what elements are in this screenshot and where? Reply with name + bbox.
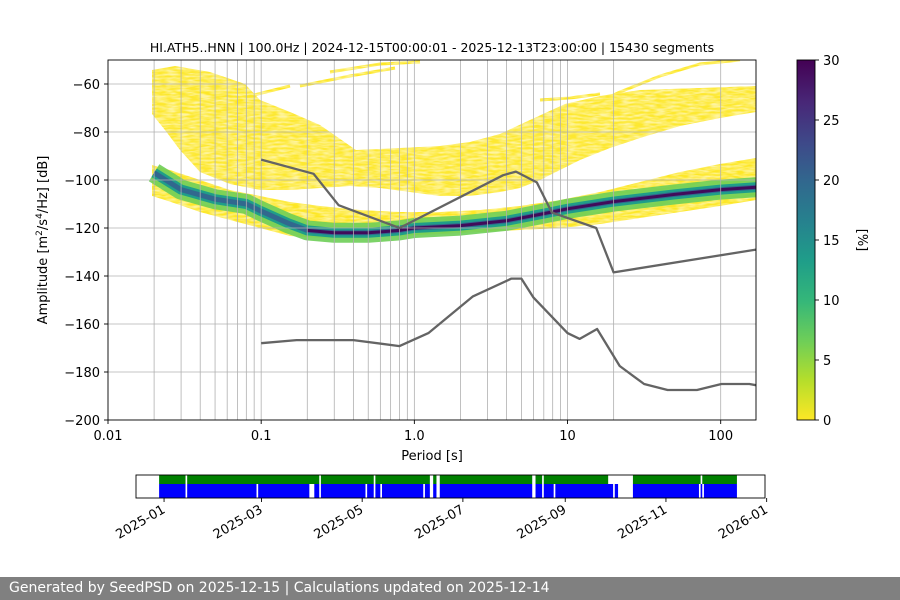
data-gap xyxy=(309,484,315,498)
amplitude-gridlines xyxy=(108,83,756,420)
y-tick-label: −180 xyxy=(64,366,100,381)
date-axis-ticks: 2025-01 2025-03 2025-05 2025-07 2025-09 2025-… xyxy=(114,498,771,543)
y-tick-label: −60 xyxy=(73,78,100,93)
colorbar-ticks: 0 5 10 15 20 25 30 xyxy=(815,54,840,429)
data-gap xyxy=(618,484,633,498)
psd-plot-area: 0.01 0.1 1.0 10 100 −60 −80 −100 −120 −140 −160 −1… xyxy=(35,59,757,464)
data-gap xyxy=(365,484,368,498)
psd-figure: HI.ATH5..HNN | 100.0Hz | 2024-12-15T00:0… xyxy=(35,40,869,543)
date-tick-label: 2026-01 xyxy=(716,502,771,542)
nhnm-curve xyxy=(260,158,756,274)
y-axis-ticks: −60 −80 −100 −120 −140 −160 −180 −200 xyxy=(64,78,108,429)
data-gap xyxy=(702,484,704,498)
colorbar-tick-label: 0 xyxy=(823,414,831,429)
date-tick-label: 2025-01 xyxy=(114,502,169,542)
chart-title: HI.ATH5..HNN | 100.0Hz | 2024-12-15T00:0… xyxy=(150,40,714,55)
y-tick-label: −200 xyxy=(64,414,100,429)
data-gap xyxy=(613,484,615,498)
plot-frame xyxy=(107,59,757,421)
data-gap xyxy=(429,484,434,498)
date-tick-label: 2025-09 xyxy=(515,502,570,542)
colorbar: 0 5 10 15 20 25 30 [%] xyxy=(796,54,869,429)
colorbar-tick-label: 20 xyxy=(823,174,840,189)
x-tick-label: 0.01 xyxy=(94,429,123,444)
availability-strip: 2025-01 2025-03 2025-05 2025-07 2025-09 2025-… xyxy=(114,474,771,543)
y-axis-label: Amplitude [m2/s4/Hz] [dB] xyxy=(35,156,51,325)
flag-gap xyxy=(185,475,188,484)
footer-bar: Generated by SeedPSD on 2025-12-15 | Cal… xyxy=(0,577,900,600)
availability-data-bar xyxy=(159,484,765,498)
flag-gap xyxy=(542,475,544,484)
colorbar-tick-label: 25 xyxy=(823,114,840,129)
flag-gap xyxy=(373,475,376,484)
x-tick-label: 10 xyxy=(559,429,576,444)
data-gap xyxy=(736,484,765,498)
x-axis-label: Period [s] xyxy=(401,449,463,464)
flag-gap xyxy=(319,475,321,484)
nlnm-curve xyxy=(261,277,756,392)
y-tick-label: −100 xyxy=(64,174,100,189)
y-tick-label: −120 xyxy=(64,222,100,237)
data-gap xyxy=(698,484,701,498)
x-tick-label: 0.1 xyxy=(251,429,272,444)
date-tick-label: 2025-03 xyxy=(211,502,266,542)
data-gap xyxy=(373,484,376,498)
y-tick-label: −140 xyxy=(64,270,100,285)
flag-gap xyxy=(429,475,434,484)
colorbar-tick-label: 5 xyxy=(823,354,831,369)
data-gap xyxy=(436,484,440,498)
data-gap xyxy=(185,484,188,498)
footer-text: Generated by SeedPSD on 2025-12-15 | Cal… xyxy=(9,580,550,596)
x-tick-label: 1.0 xyxy=(404,429,425,444)
date-tick-label: 2025-11 xyxy=(615,502,670,542)
data-gap xyxy=(553,484,556,498)
availability-frame xyxy=(135,474,766,499)
date-tick-label: 2025-05 xyxy=(312,502,367,542)
flag-gap xyxy=(736,475,765,484)
data-gap xyxy=(256,484,259,498)
flag-gap xyxy=(436,475,440,484)
psd-heatmap xyxy=(108,60,756,420)
availability-gaps xyxy=(185,475,765,498)
data-gap xyxy=(423,484,425,498)
colorbar-gradient xyxy=(797,60,815,420)
x-tick-label: 100 xyxy=(708,429,733,444)
colorbar-label: [%] xyxy=(854,229,869,252)
y-tick-label: −80 xyxy=(73,126,100,141)
period-gridlines xyxy=(153,60,722,420)
flag-gap xyxy=(532,475,536,484)
date-tick-label: 2025-07 xyxy=(412,502,467,542)
colorbar-tick-label: 30 xyxy=(823,54,840,69)
colorbar-tick-label: 10 xyxy=(823,294,840,309)
availability-flag-bar xyxy=(159,475,765,484)
data-gap xyxy=(319,484,321,498)
flag-gap xyxy=(608,475,633,484)
data-gap xyxy=(380,484,382,498)
data-gap xyxy=(532,484,536,498)
flag-gap xyxy=(700,475,703,484)
colorbar-tick-label: 15 xyxy=(823,234,840,249)
x-axis-ticks: 0.01 0.1 1.0 10 100 xyxy=(94,420,733,444)
y-tick-label: −160 xyxy=(64,318,100,333)
data-gap xyxy=(542,484,544,498)
